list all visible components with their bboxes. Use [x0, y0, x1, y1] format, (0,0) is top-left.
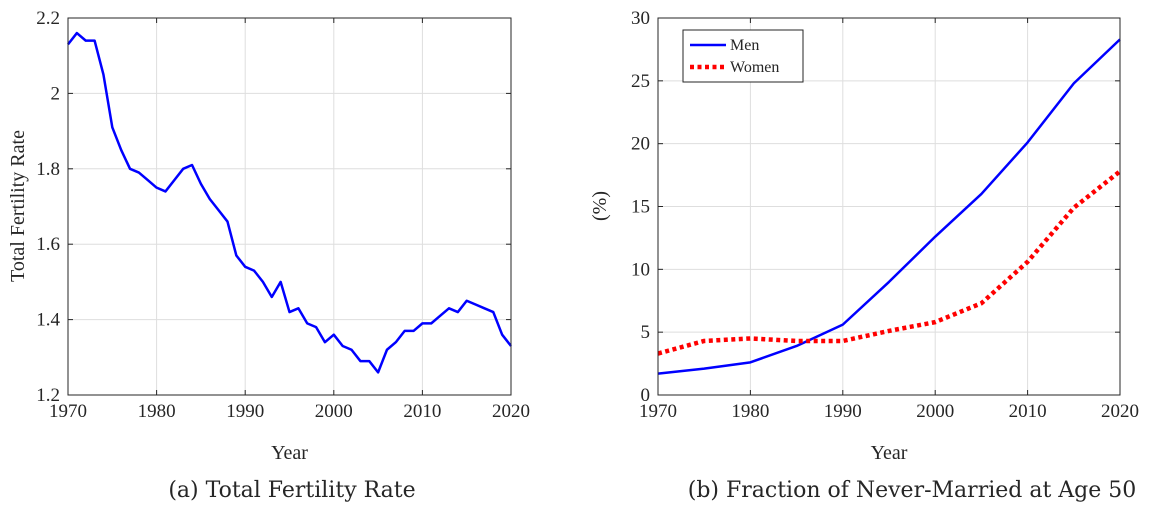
panel-never-married: 1970 1980 1990 2000 2010 2020 0 5 10 15 20 25 30 Year… [589, 8, 1139, 503]
legend-label: Women [730, 59, 779, 76]
y-tick-label: 0 [641, 385, 651, 406]
x-tick-label: 1980 [138, 401, 176, 422]
legend: Men Women [682, 29, 804, 83]
y-axis-label: (%) [589, 191, 611, 221]
y-tick-label: 25 [631, 71, 650, 92]
x-tick-label: 2010 [1009, 401, 1047, 422]
y-tick-label: 2.2 [36, 8, 60, 29]
x-tick-label: 1990 [226, 401, 264, 422]
y-tick-label: 1.6 [36, 234, 60, 255]
y-tick-label: 1.8 [36, 159, 60, 180]
x-tick-label: 2020 [492, 401, 530, 422]
x-axis-label: Year [271, 442, 308, 464]
x-tick-label: 2000 [315, 401, 353, 422]
legend-label: Men [730, 37, 759, 54]
panel-total-fertility-rate: 1970 1980 1990 2000 2010 2020 1.2 1.4 1.6 1.8 2 2.2… [7, 8, 530, 503]
y-tick-label: 30 [631, 8, 650, 29]
y-tick-label: 15 [631, 197, 650, 218]
chart-caption: (a) Total Fertility Rate [168, 478, 415, 503]
y-tick-label: 1.2 [36, 385, 60, 406]
y-axis-label: Total Fertility Rate [7, 130, 29, 282]
x-tick-label: 1970 [49, 401, 87, 422]
y-tick-label: 2 [51, 83, 61, 104]
x-tick-label: 1970 [639, 401, 677, 422]
x-tick-label: 1990 [824, 401, 862, 422]
y-tick-label: 20 [631, 134, 650, 155]
x-tick-label: 1980 [731, 401, 769, 422]
x-tick-label: 2010 [403, 401, 441, 422]
axes-box [67, 17, 512, 396]
x-axis-label: Year [871, 442, 908, 464]
legend-box [682, 29, 804, 83]
y-tick-label: 10 [631, 259, 650, 280]
chart-caption: (b) Fraction of Never-Married at Age 50 [688, 478, 1137, 503]
x-tick-label: 2000 [916, 401, 954, 422]
x-tick-label: 2020 [1101, 401, 1139, 422]
y-tick-label: 5 [641, 322, 651, 343]
plot-area [68, 18, 511, 395]
y-tick-label: 1.4 [36, 310, 60, 331]
